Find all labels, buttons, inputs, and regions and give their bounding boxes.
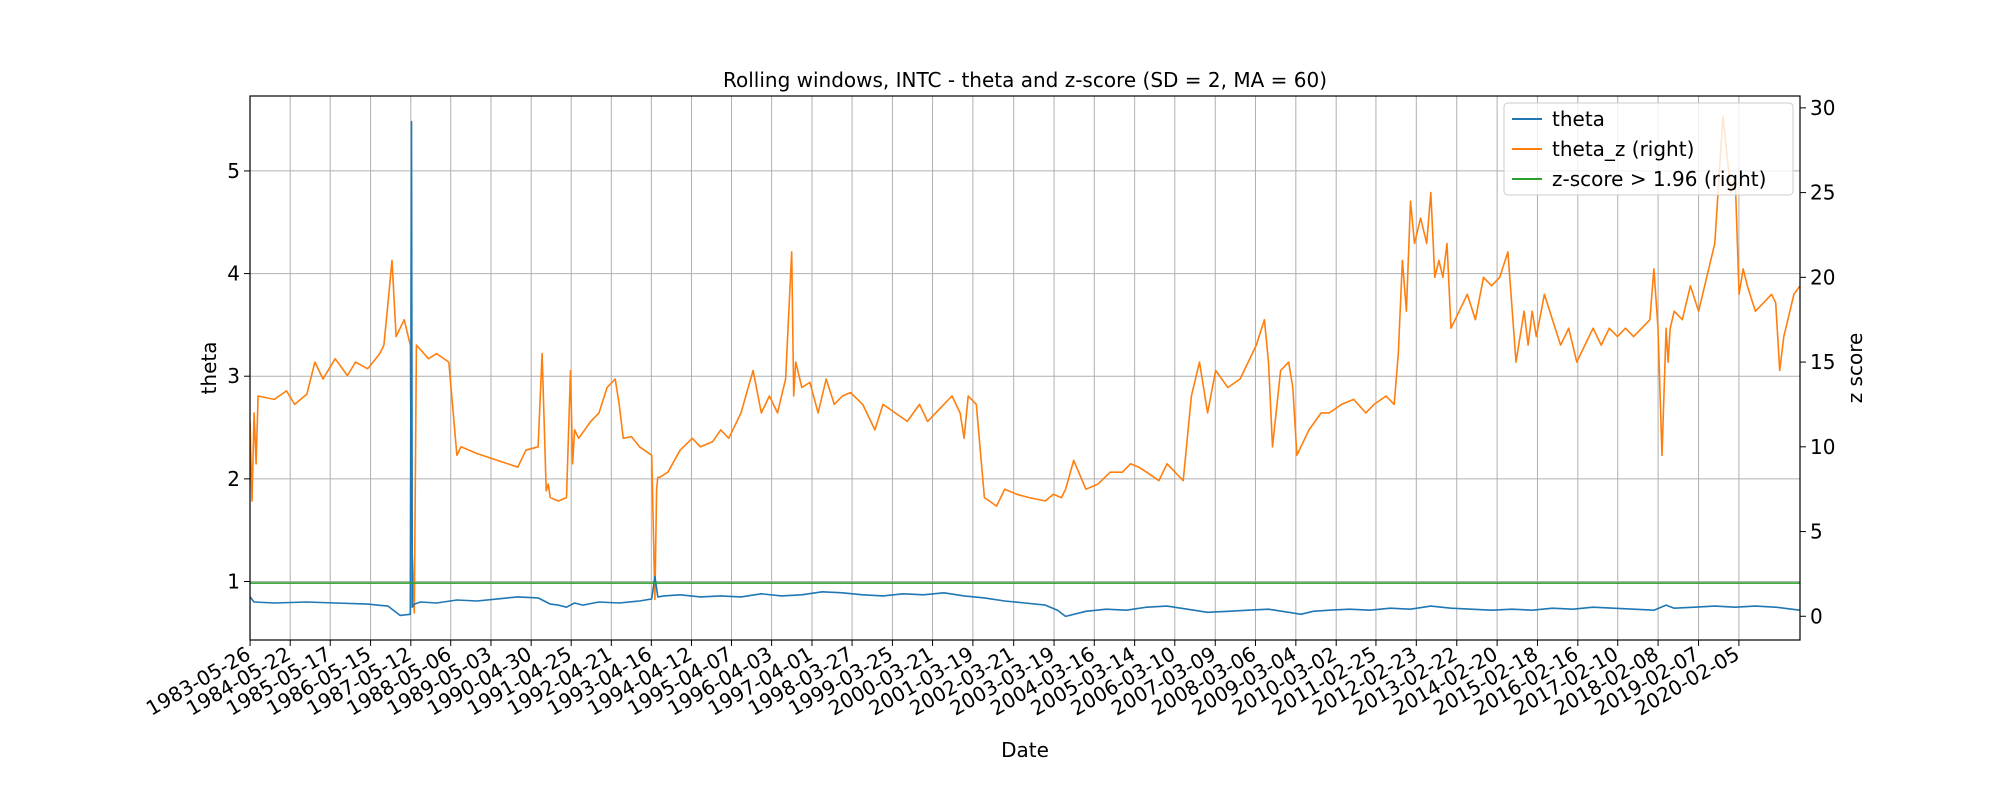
series-layer (250, 115, 1800, 618)
y-tick-label: 2 (227, 467, 240, 491)
legend: theta theta_z (right) z-score > 1.96 (ri… (1503, 102, 1794, 196)
y-tick-label: 3 (227, 364, 240, 388)
x-axis-label: Date (1001, 738, 1049, 762)
chart-title: Rolling windows, INTC - theta and z-scor… (723, 68, 1327, 92)
legend-label-z-threshold: z-score > 1.96 (right) (1552, 167, 1766, 191)
y-right-tick-label: 20 (1810, 265, 1835, 289)
y-right-tick-label: 0 (1810, 604, 1823, 628)
legend-label-theta-z: theta_z (right) (1552, 137, 1694, 161)
series-line-theta (250, 120, 1800, 618)
y-tick-label: 5 (227, 159, 240, 183)
plot-frame (249, 95, 1801, 641)
y-axis-right-label: z score (1843, 333, 1867, 404)
y-right-tick-label: 5 (1810, 520, 1823, 544)
y-tick-label: 1 (227, 569, 240, 593)
y-right-tick-label: 25 (1810, 181, 1835, 205)
y-axis-label: theta (197, 342, 221, 395)
y-right-tick-label: 30 (1810, 96, 1835, 120)
y-right-tick-label: 10 (1810, 435, 1835, 459)
legend-box (1503, 102, 1794, 196)
grid (249, 96, 1800, 640)
y-right-tick-label: 15 (1810, 350, 1835, 374)
axes: 1983-05-261984-05-221985-05-171986-05-15… (142, 96, 1836, 721)
y-tick-label: 4 (227, 262, 240, 286)
series-line-theta-z-right (250, 115, 1800, 614)
legend-label-theta: theta (1552, 107, 1605, 131)
